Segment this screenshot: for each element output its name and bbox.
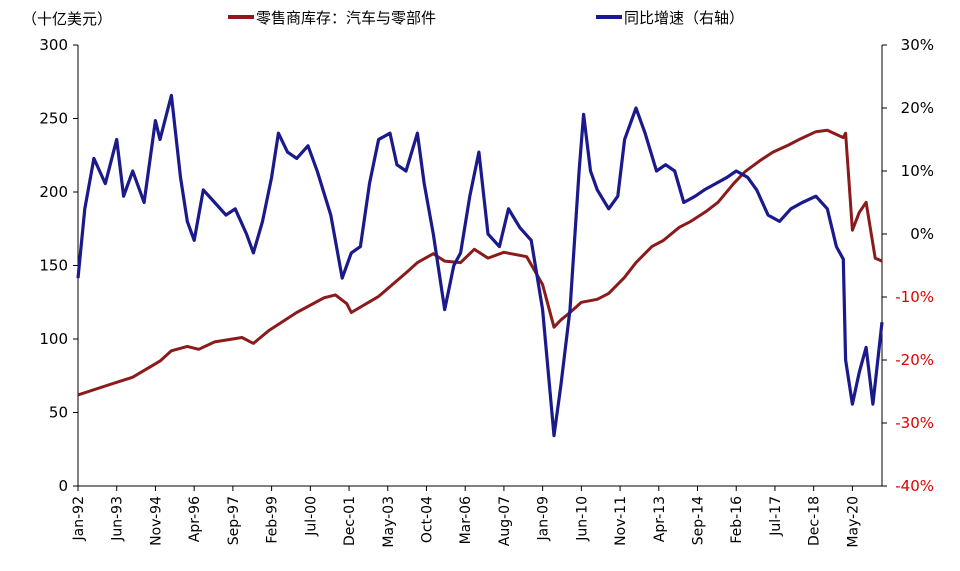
x-tick-label: Feb-16: [729, 496, 745, 544]
x-tick-label: Nov-11: [613, 496, 629, 546]
x-tick-label: Mar-06: [458, 496, 474, 544]
left-tick-label: 100: [39, 330, 68, 348]
x-tick-label: Jun-10: [574, 496, 590, 542]
x-tick-label: Jul-17: [768, 496, 784, 537]
x-tick-label: Dec-01: [342, 496, 358, 546]
x-tick-label: Sep-14: [691, 496, 707, 545]
right-tick-label: 0%: [910, 225, 934, 243]
left-tick-label: 250: [39, 110, 68, 128]
right-tick-label: -40%: [895, 477, 934, 495]
legend-label-inventory: 零售商库存：汽车与零部件: [256, 9, 436, 27]
left-tick-label: 150: [39, 257, 68, 275]
right-tick-label: 30%: [901, 36, 934, 54]
right-tick-label: 10%: [901, 162, 934, 180]
x-tick-label: Jun-93: [110, 496, 126, 542]
x-tick-label: May-20: [845, 496, 861, 548]
x-tick-label: Aug-07: [497, 496, 513, 546]
x-tick-label: May-03: [381, 496, 397, 548]
x-tick-label: Dec-18: [807, 496, 823, 546]
x-tick-label: Feb-99: [265, 496, 281, 544]
left-tick-label: 50: [49, 404, 68, 422]
axes: 0 50 100 150 200 250 300 -40% -30% -20% -10% 0% 10% 2…: [39, 36, 934, 548]
right-tick-label: -30%: [895, 414, 934, 432]
inventory-line: [77, 128, 883, 397]
yoy-growth-line: [76, 93, 884, 438]
x-tick-label: Jan-09: [536, 496, 552, 541]
x-tick-label: Jan-92: [71, 496, 87, 541]
right-tick-label: -10%: [895, 288, 934, 306]
x-tick-label: Jul-00: [303, 496, 319, 537]
x-tick-label: Sep-97: [226, 496, 242, 545]
right-tick-label: -20%: [895, 351, 934, 369]
right-tick-label: 20%: [901, 99, 934, 117]
left-tick-label: 0: [58, 477, 68, 495]
unit-label: （十亿美元）: [22, 10, 112, 28]
x-tick-label: Oct-04: [419, 496, 435, 543]
legend: （十亿美元） 零售商库存：汽车与零部件 同比增速（右轴）: [22, 9, 744, 28]
x-tick-label: Apr-96: [187, 496, 203, 542]
left-tick-label: 200: [39, 183, 68, 201]
x-tick-label: Nov-94: [148, 496, 164, 546]
x-tick-label: Apr-13: [652, 496, 668, 542]
left-tick-label: 300: [39, 36, 68, 54]
series-lines: [76, 93, 884, 438]
legend-label-yoy: 同比增速（右轴）: [624, 9, 744, 27]
